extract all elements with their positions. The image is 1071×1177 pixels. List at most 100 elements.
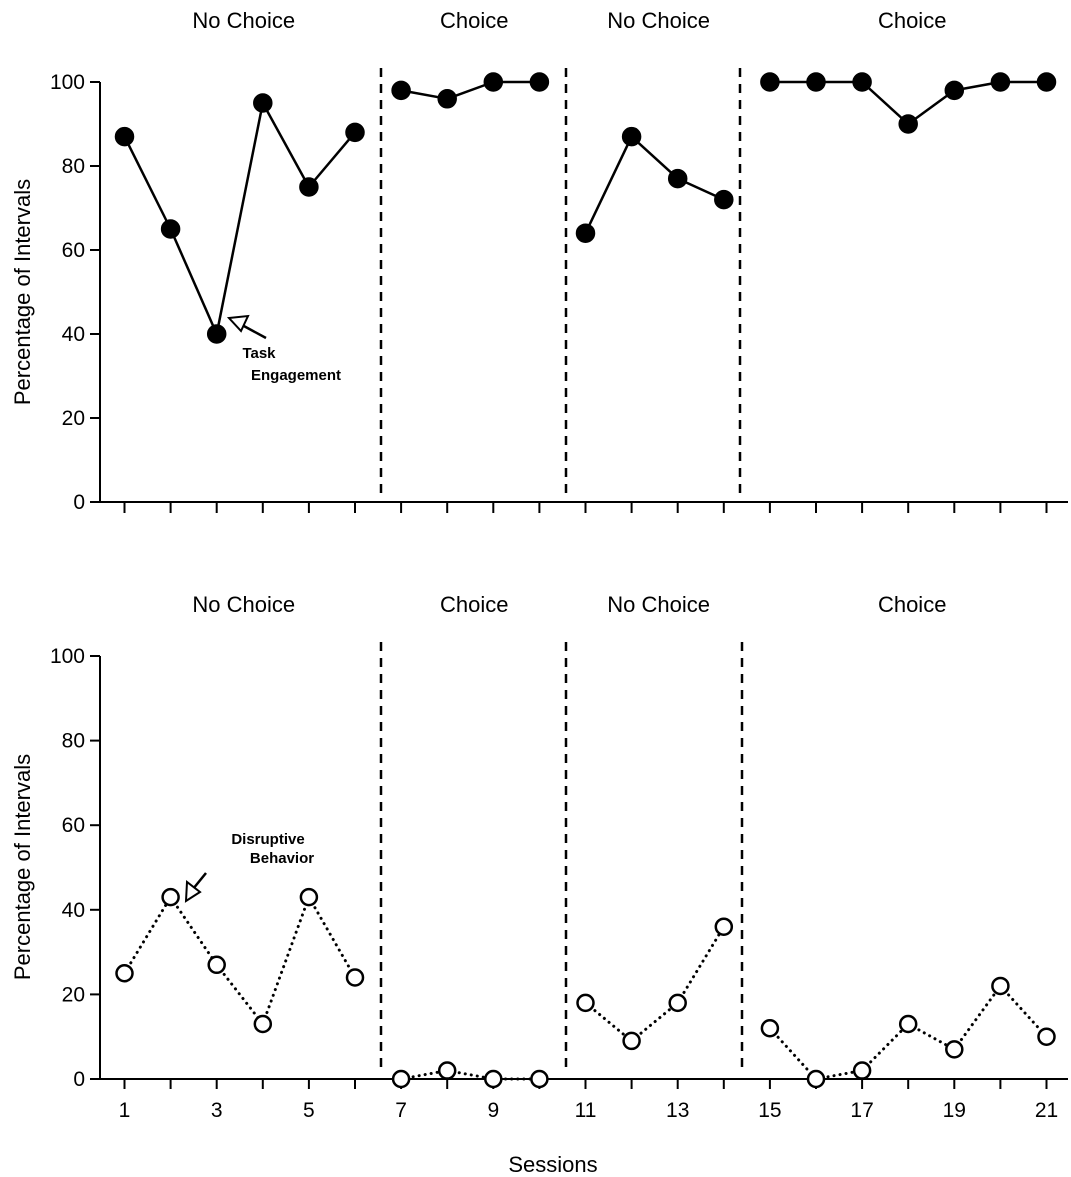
data-point-open bbox=[391, 1069, 411, 1089]
data-point-open bbox=[714, 917, 734, 936]
series-line-segment bbox=[630, 135, 679, 180]
series-line-segment bbox=[399, 1069, 449, 1081]
y-tick-label: 100 bbox=[50, 71, 85, 94]
phase-label: Choice bbox=[878, 592, 946, 617]
series-line-segment bbox=[215, 963, 265, 1026]
x-tick-label: 11 bbox=[575, 1099, 597, 1122]
series-line-segment bbox=[584, 1001, 634, 1043]
data-point-filled bbox=[898, 114, 918, 134]
y-tick-label: 80 bbox=[62, 155, 85, 178]
series-line-segment bbox=[630, 1001, 680, 1043]
y-tick-label: 60 bbox=[62, 239, 85, 262]
series-line-segment bbox=[123, 136, 172, 230]
y-tick-label: 60 bbox=[62, 814, 85, 837]
series-line-segment bbox=[307, 131, 356, 188]
series-line-segment bbox=[768, 1026, 818, 1081]
phase-label: No Choice bbox=[607, 8, 710, 33]
series-line-segment bbox=[169, 895, 219, 967]
data-point-filled bbox=[667, 168, 688, 189]
data-point-open bbox=[484, 1069, 503, 1089]
x-tick-label: 17 bbox=[850, 1099, 873, 1122]
data-point-open bbox=[115, 964, 134, 983]
data-point-open bbox=[161, 887, 180, 907]
x-tick-label: 1 bbox=[119, 1099, 131, 1122]
series-line-segment bbox=[169, 228, 218, 335]
x-tick-label: 5 bbox=[303, 1099, 315, 1122]
x-tick-label: 7 bbox=[395, 1099, 407, 1122]
annotation-arrow-head bbox=[184, 880, 202, 903]
data-point-filled bbox=[114, 126, 135, 147]
phase-label: Choice bbox=[440, 8, 508, 33]
annotation-label-line2: Behavior bbox=[250, 850, 314, 867]
data-point-filled bbox=[529, 72, 550, 92]
annotation-arrow-shaft bbox=[241, 323, 267, 340]
y-axis-title: Percentage of Intervals bbox=[10, 179, 35, 405]
series-line-segment bbox=[584, 136, 633, 234]
annotation-label-line1: Disruptive bbox=[231, 831, 304, 848]
data-point-filled bbox=[483, 72, 504, 92]
data-point-open bbox=[207, 955, 226, 975]
data-point-open bbox=[437, 1061, 457, 1080]
series-line-segment bbox=[676, 925, 726, 1005]
series-line-segment bbox=[261, 102, 310, 188]
series-line-segment bbox=[445, 1069, 495, 1081]
data-point-open bbox=[760, 1018, 780, 1038]
phase-label: No Choice bbox=[607, 592, 710, 617]
data-point-open bbox=[991, 976, 1010, 996]
data-point-filled bbox=[1036, 72, 1057, 92]
data-point-open bbox=[668, 993, 687, 1013]
phase-label: No Choice bbox=[192, 8, 295, 33]
data-point-open bbox=[345, 968, 365, 987]
phase-label: No Choice bbox=[192, 592, 295, 617]
x-tick-label: 21 bbox=[1035, 1099, 1058, 1122]
data-point-filled bbox=[852, 72, 872, 92]
data-point-open bbox=[253, 1014, 273, 1034]
y-tick-label: 80 bbox=[62, 730, 85, 753]
data-point-filled bbox=[990, 72, 1011, 92]
x-tick-label: 3 bbox=[211, 1099, 223, 1122]
y-tick-label: 0 bbox=[73, 491, 85, 514]
data-point-filled bbox=[253, 93, 273, 113]
data-point-filled bbox=[437, 89, 457, 109]
series-line-segment bbox=[861, 81, 910, 125]
phase-label: Choice bbox=[878, 8, 946, 33]
x-tick-label: 13 bbox=[666, 1099, 689, 1122]
series-line-segment bbox=[307, 895, 357, 979]
y-tick-label: 0 bbox=[73, 1068, 85, 1091]
x-tick-label: 19 bbox=[943, 1099, 966, 1122]
data-point-filled bbox=[299, 177, 319, 197]
data-point-open bbox=[806, 1069, 826, 1089]
series-line-segment bbox=[215, 102, 265, 335]
y-axis-title: Percentage of Intervals bbox=[10, 754, 35, 980]
series-line-segment bbox=[261, 895, 311, 1026]
data-point-filled bbox=[806, 72, 826, 92]
series-line-segment bbox=[998, 984, 1048, 1039]
data-point-open bbox=[530, 1069, 549, 1089]
y-tick-label: 40 bbox=[62, 323, 85, 346]
data-point-open bbox=[299, 887, 319, 907]
series-line-segment bbox=[952, 984, 1002, 1051]
annotation-label-line1: Task bbox=[242, 345, 276, 362]
x-tick-label: 15 bbox=[758, 1099, 781, 1122]
data-point-open bbox=[945, 1040, 964, 1059]
annotation-arrow-head bbox=[226, 314, 250, 333]
y-tick-label: 20 bbox=[62, 407, 85, 430]
data-point-filled bbox=[575, 223, 596, 243]
data-point-filled bbox=[391, 80, 411, 101]
phase-label: Choice bbox=[440, 592, 508, 617]
data-point-filled bbox=[206, 324, 227, 344]
annotation-label-line2: Engagement bbox=[251, 367, 341, 384]
annotation-arrow-shaft bbox=[192, 872, 207, 890]
y-tick-label: 40 bbox=[62, 899, 85, 922]
data-point-open bbox=[576, 993, 595, 1013]
data-point-filled bbox=[944, 80, 965, 101]
y-tick-label: 100 bbox=[50, 645, 85, 668]
data-point-filled bbox=[160, 219, 181, 239]
data-point-filled bbox=[760, 72, 780, 92]
series-line-segment bbox=[860, 1022, 910, 1073]
data-point-open bbox=[1037, 1027, 1056, 1046]
data-point-open bbox=[898, 1014, 918, 1034]
data-point-open bbox=[622, 1031, 641, 1051]
x-tick-label: 9 bbox=[487, 1099, 499, 1122]
